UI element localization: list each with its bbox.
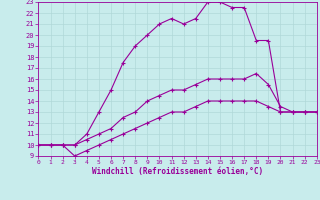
X-axis label: Windchill (Refroidissement éolien,°C): Windchill (Refroidissement éolien,°C): [92, 167, 263, 176]
